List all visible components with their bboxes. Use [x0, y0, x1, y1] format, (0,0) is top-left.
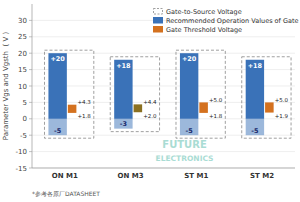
y-tick-label: 30	[18, 17, 27, 25]
rec-bar-positive	[48, 53, 66, 119]
threshold-bar	[68, 105, 77, 113]
data-label: +1.8	[77, 113, 91, 119]
data-label: +2.0	[143, 113, 157, 119]
y-tick-label: 0	[23, 115, 27, 123]
grid-line	[32, 151, 295, 152]
grid-line	[32, 168, 295, 169]
data-label: +5.0	[275, 97, 289, 103]
y-tick	[29, 36, 32, 37]
y-tick-label: 10	[18, 83, 27, 91]
x-tick-label: ON M3	[118, 172, 144, 180]
y-tick	[29, 151, 32, 152]
y-tick	[29, 135, 32, 136]
vgs-range-box	[44, 50, 93, 138]
data-label: +1.8	[209, 113, 223, 119]
y-tick	[29, 102, 32, 103]
legend-label: Gate-to-Source Voltage	[166, 8, 242, 16]
data-label: +18	[248, 62, 263, 70]
rec-bar-positive	[180, 53, 198, 119]
grid-line	[32, 53, 295, 54]
watermark: ELECTRONICS	[156, 154, 214, 163]
x-tick-label: ST M1	[184, 172, 208, 180]
vgs-range-box	[110, 57, 159, 132]
y-tick-label: 15	[18, 66, 27, 74]
legend: Gate-to-Source VoltageRecommended Operat…	[153, 8, 299, 34]
vgs-range-box	[176, 50, 225, 138]
rec-bar-positive	[114, 60, 132, 119]
threshold-bar	[134, 104, 143, 112]
x-axis	[32, 168, 295, 169]
data-label: +5.0	[209, 97, 223, 103]
data-label: +18	[116, 62, 131, 70]
y-tick-label: 5	[23, 99, 27, 107]
y-tick-label: -5	[20, 132, 27, 140]
data-labels: +20 -5 +4.3 +1.8 +18 -3 +4.4 +2.0 +20 -5 +5.0 +1.8 +…	[50, 55, 288, 135]
rec-bar-negative	[180, 119, 198, 135]
data-label: -5	[186, 127, 194, 135]
y-tick-label: -10	[16, 148, 27, 156]
rec-bar-positive	[246, 60, 264, 119]
rec-bar-negative	[48, 119, 66, 135]
data-label: -3	[120, 120, 127, 128]
rec-bar-negative	[246, 119, 264, 135]
y-axis	[32, 4, 33, 168]
y-axis-label: Parameter Vgs and Vgsth ( V )	[2, 32, 10, 141]
vgs-range-box	[242, 57, 291, 138]
grid-line	[32, 36, 295, 37]
legend-label: Gate Threshold Voltage	[166, 26, 242, 34]
y-tick-label: 25	[18, 33, 27, 41]
x-tick-label: ON M1	[52, 172, 78, 180]
watermark: FUTURE	[162, 139, 207, 150]
data-label: +20	[182, 55, 197, 63]
threshold-bar	[199, 102, 208, 112]
y-tick-label: 20	[18, 50, 27, 58]
footnote: *参考各原厂DATASHEET	[32, 190, 100, 197]
threshold-bar	[265, 102, 274, 112]
legend-swatch	[153, 26, 163, 33]
y-tick	[29, 168, 32, 169]
data-label: +4.3	[77, 99, 91, 105]
data-label: +1.9	[275, 113, 289, 119]
legend-swatch	[154, 9, 163, 15]
y-tick	[29, 118, 32, 119]
x-tick-label: ST M2	[250, 172, 274, 180]
y-tick	[29, 86, 32, 87]
data-label: +20	[50, 55, 65, 63]
chart: -15 -10 -5 0 5 10 15 20 25 30 Parameter Vgs and Vg…	[0, 0, 300, 202]
data-label: -5	[54, 127, 62, 135]
legend-swatch	[153, 17, 163, 24]
legend-label: Recommended Operation Values of Gate	[166, 17, 299, 25]
data-label: -5	[251, 127, 259, 135]
rec-bar-negative	[114, 119, 132, 129]
y-tick	[29, 53, 32, 54]
y-tick	[29, 20, 32, 21]
y-tick	[29, 69, 32, 70]
marks	[44, 50, 291, 138]
data-label: +4.4	[143, 99, 157, 105]
y-tick-label: -15	[16, 165, 27, 173]
